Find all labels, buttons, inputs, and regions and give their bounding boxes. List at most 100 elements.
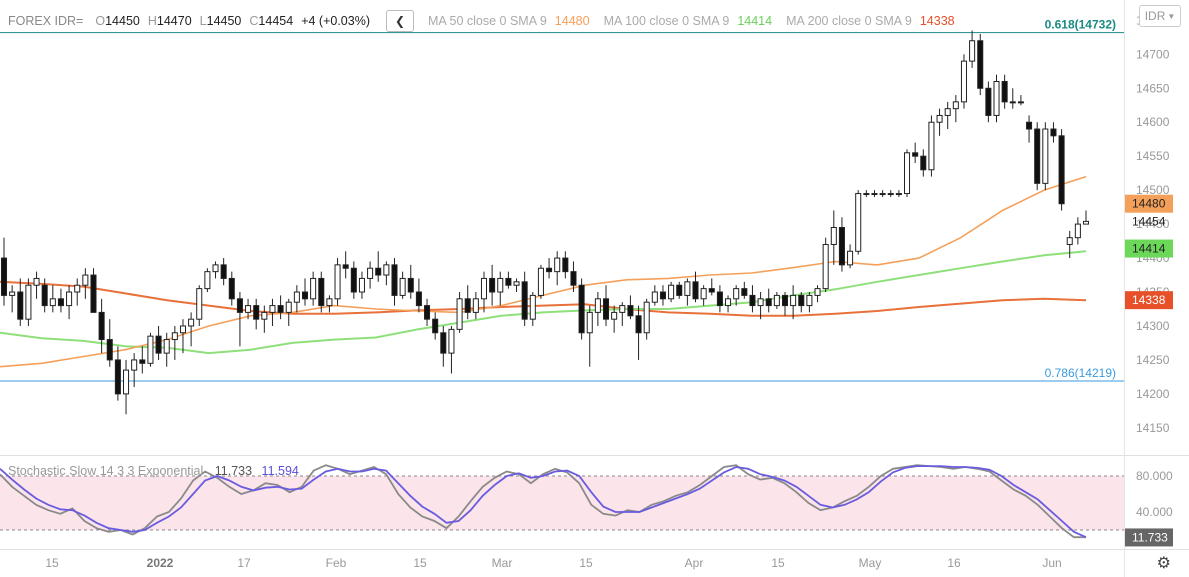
candle	[993, 74, 1000, 123]
ma100-label[interactable]: MA 100 close 0 SMA 9	[603, 14, 730, 28]
candle	[350, 261, 357, 299]
candle	[847, 244, 854, 269]
symbol-label[interactable]: FOREX IDR=	[8, 14, 84, 28]
candle	[887, 190, 894, 197]
candle-body-down	[98, 311, 105, 341]
candle-body-up	[1074, 223, 1081, 239]
candle	[1074, 217, 1081, 245]
candle-body-down	[236, 298, 243, 313]
candle	[25, 278, 32, 326]
price-tick-label: 14450	[1136, 217, 1170, 231]
candle-body-up	[179, 325, 186, 334]
candle	[318, 271, 325, 313]
candle	[367, 261, 374, 289]
candle-body-up	[513, 281, 520, 286]
candle	[855, 190, 862, 255]
collapse-legend-button[interactable]: ❮	[385, 10, 414, 32]
stochastic-title[interactable]: Stochastic Slow 14 3 3 Exponential	[8, 464, 204, 478]
candle	[375, 251, 382, 282]
candle-body-up	[147, 335, 154, 364]
candle-body-down	[318, 277, 325, 307]
candle	[513, 278, 520, 293]
candle	[578, 278, 585, 340]
candle	[1082, 210, 1090, 225]
candle-body-up	[188, 318, 195, 327]
candle	[131, 353, 138, 388]
stoch-last-tag-bg	[1125, 528, 1173, 547]
candle-body-up	[757, 298, 764, 307]
candle-body-down	[1001, 80, 1008, 103]
candle	[399, 271, 406, 299]
candle	[741, 281, 748, 299]
candle	[415, 278, 422, 313]
currency-button[interactable]: IDR ▼	[1139, 5, 1181, 27]
candle	[342, 251, 349, 279]
candle	[554, 251, 561, 286]
candle-body-up	[326, 298, 333, 307]
candle-body-up	[269, 305, 276, 313]
candle	[245, 298, 252, 320]
candle-body-down	[741, 288, 748, 296]
candle	[1058, 129, 1065, 211]
candle	[1042, 122, 1049, 191]
candle-body-up	[887, 193, 894, 196]
candle	[814, 285, 821, 303]
candle-body-up	[586, 311, 593, 334]
candle-body-down	[716, 291, 723, 307]
time-tick-label: Feb	[326, 556, 347, 570]
candle-body-up	[928, 121, 935, 171]
ma50-label[interactable]: MA 50 close 0 SMA 9	[427, 14, 547, 28]
ma200-label[interactable]: MA 200 close 0 SMA 9	[786, 14, 912, 28]
candle	[98, 298, 105, 354]
candle	[871, 190, 878, 197]
candle-body-up	[1042, 128, 1049, 184]
candle	[285, 298, 292, 326]
candle-body-down	[570, 271, 577, 286]
candle-body-up	[944, 108, 951, 116]
candle	[1034, 122, 1041, 191]
candle	[684, 278, 691, 306]
candle-body-down	[424, 305, 431, 320]
candle-body-up	[49, 298, 56, 307]
candle	[358, 271, 365, 299]
candle-body-down	[41, 284, 48, 307]
candle	[424, 298, 431, 326]
candle	[261, 305, 268, 333]
candle-body-down	[1050, 128, 1057, 137]
candle-body-up	[196, 288, 203, 320]
candle	[602, 285, 610, 326]
candle-body-up	[936, 114, 943, 123]
candle	[830, 210, 837, 265]
stoch-d-line	[0, 465, 1087, 539]
candle	[1066, 230, 1073, 259]
time-tick-label: 2022	[147, 556, 174, 570]
candle-body-up	[952, 101, 959, 110]
candle	[171, 325, 178, 360]
candle-body-up	[554, 257, 561, 273]
candle	[293, 285, 300, 313]
candle	[879, 190, 886, 197]
candle-body-down	[220, 264, 227, 279]
candle	[773, 292, 780, 309]
candle	[82, 268, 89, 299]
price-tick-label: 14700	[1136, 47, 1170, 61]
time-tick-label: 15	[771, 556, 785, 570]
candle	[546, 258, 553, 279]
candle-body-down	[464, 298, 471, 313]
candle-body-down	[505, 277, 512, 286]
fib-618-label: 0.618(14732)	[1045, 18, 1116, 32]
candle	[326, 295, 333, 313]
ma200-value: 14338	[919, 14, 955, 28]
candle-body-down	[985, 87, 992, 116]
candle	[977, 33, 984, 96]
candle	[301, 278, 309, 306]
gear-icon[interactable]: ⚙	[1156, 555, 1171, 572]
candle-body-up	[895, 193, 902, 196]
time-tick-label: 17	[237, 556, 251, 570]
candle-body-up	[814, 288, 821, 296]
candle	[838, 217, 845, 272]
candle-body-down	[781, 294, 789, 307]
candle	[212, 261, 219, 279]
candle	[537, 264, 544, 299]
